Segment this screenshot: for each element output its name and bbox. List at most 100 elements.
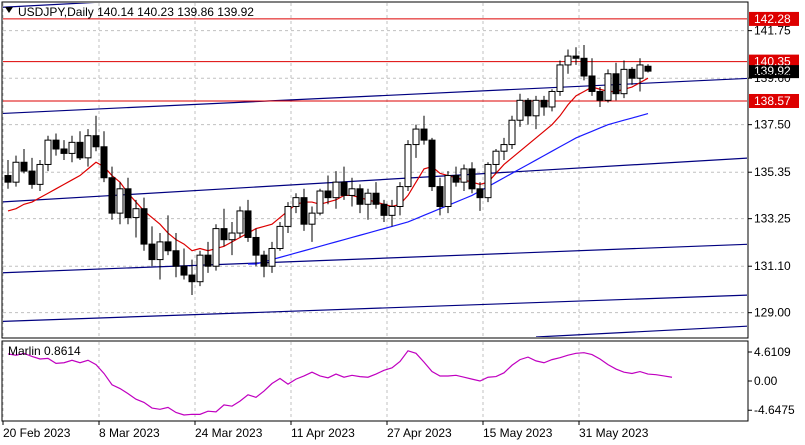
oscillator-tick-label: 4.6109 — [754, 345, 791, 359]
channel-line — [3, 243, 747, 274]
candle[interactable] — [132, 199, 140, 238]
candle[interactable] — [76, 131, 84, 161]
candle[interactable] — [604, 69, 612, 103]
candle[interactable] — [636, 58, 644, 92]
candle[interactable] — [324, 175, 332, 205]
candle[interactable] — [180, 248, 188, 280]
candle[interactable] — [84, 129, 92, 167]
candle[interactable] — [484, 162, 492, 203]
oscillator-tick-label: 0.00 — [754, 374, 778, 388]
candle[interactable] — [276, 221, 284, 251]
candle-body — [236, 210, 244, 234]
candle[interactable] — [468, 162, 476, 194]
candle[interactable] — [436, 177, 444, 216]
candle-body — [340, 181, 348, 196]
candle[interactable] — [260, 250, 268, 278]
candle[interactable] — [204, 241, 212, 273]
candle[interactable] — [412, 124, 420, 158]
candle[interactable] — [108, 166, 116, 220]
candle[interactable] — [236, 206, 244, 238]
candle[interactable] — [620, 60, 628, 99]
candle[interactable] — [268, 241, 276, 273]
candle[interactable] — [532, 95, 540, 130]
candle[interactable] — [628, 67, 636, 85]
candle[interactable] — [4, 160, 12, 189]
candle[interactable] — [420, 115, 428, 145]
candle[interactable] — [364, 188, 372, 220]
candle[interactable] — [332, 171, 340, 209]
candle[interactable] — [284, 202, 292, 234]
candle[interactable] — [252, 228, 260, 267]
candle-body — [396, 186, 404, 207]
candle[interactable] — [220, 208, 228, 247]
candle[interactable] — [28, 157, 36, 189]
candle-body — [60, 148, 68, 154]
candle[interactable] — [156, 233, 164, 280]
time-tick-label: 31 May 2023 — [579, 426, 649, 440]
candle[interactable] — [340, 166, 348, 200]
collapse-triangle-icon[interactable] — [5, 7, 13, 13]
candle[interactable] — [316, 188, 324, 216]
candle[interactable] — [228, 221, 236, 256]
candle[interactable] — [44, 135, 52, 172]
candle[interactable] — [380, 199, 388, 222]
candle[interactable] — [244, 199, 252, 242]
candle-body — [164, 241, 172, 252]
candle-body — [196, 254, 204, 283]
candle[interactable] — [556, 60, 564, 96]
candle[interactable] — [212, 224, 220, 271]
candle[interactable] — [20, 148, 28, 174]
candle[interactable] — [36, 160, 44, 192]
candle[interactable] — [572, 47, 580, 65]
candle[interactable] — [428, 137, 436, 192]
candle[interactable] — [308, 206, 316, 242]
candle[interactable] — [100, 131, 108, 183]
candle-body — [516, 99, 524, 121]
candle[interactable] — [172, 233, 180, 278]
candle[interactable] — [12, 155, 20, 187]
candle[interactable] — [596, 87, 604, 107]
candle[interactable] — [460, 164, 468, 192]
candle[interactable] — [612, 62, 620, 101]
candle-body — [172, 250, 180, 267]
candle-body — [452, 175, 460, 183]
candle[interactable] — [548, 89, 556, 112]
candle[interactable] — [404, 140, 412, 192]
candle[interactable] — [372, 182, 380, 209]
candles[interactable] — [4, 45, 652, 295]
candle[interactable] — [188, 259, 196, 295]
candle[interactable] — [564, 49, 572, 74]
candle[interactable] — [492, 148, 500, 174]
candle[interactable] — [348, 177, 356, 207]
candle[interactable] — [92, 115, 100, 152]
candle-body — [148, 243, 156, 261]
candle[interactable] — [300, 188, 308, 231]
candle[interactable] — [580, 45, 588, 81]
candle-body — [76, 141, 84, 159]
candle[interactable] — [388, 199, 396, 227]
candle[interactable] — [476, 182, 484, 211]
candle-body — [364, 192, 372, 205]
candle[interactable] — [396, 182, 404, 216]
candle[interactable] — [444, 171, 452, 214]
candle[interactable] — [356, 184, 364, 214]
candle[interactable] — [292, 193, 300, 214]
candle[interactable] — [500, 137, 508, 161]
candle[interactable] — [540, 95, 548, 116]
candle[interactable] — [508, 115, 516, 149]
candle[interactable] — [644, 64, 652, 73]
candle[interactable] — [516, 93, 524, 127]
candle[interactable] — [140, 197, 148, 251]
candle[interactable] — [52, 133, 60, 156]
candle[interactable] — [68, 135, 76, 163]
candle[interactable] — [164, 215, 172, 256]
candle[interactable] — [452, 166, 460, 187]
candle[interactable] — [60, 140, 68, 161]
candle[interactable] — [124, 177, 132, 225]
candle[interactable] — [116, 182, 124, 225]
candle[interactable] — [524, 98, 532, 125]
candle[interactable] — [148, 226, 156, 267]
candle[interactable] — [196, 250, 204, 287]
candle[interactable] — [588, 58, 596, 96]
candle-body — [100, 146, 108, 179]
